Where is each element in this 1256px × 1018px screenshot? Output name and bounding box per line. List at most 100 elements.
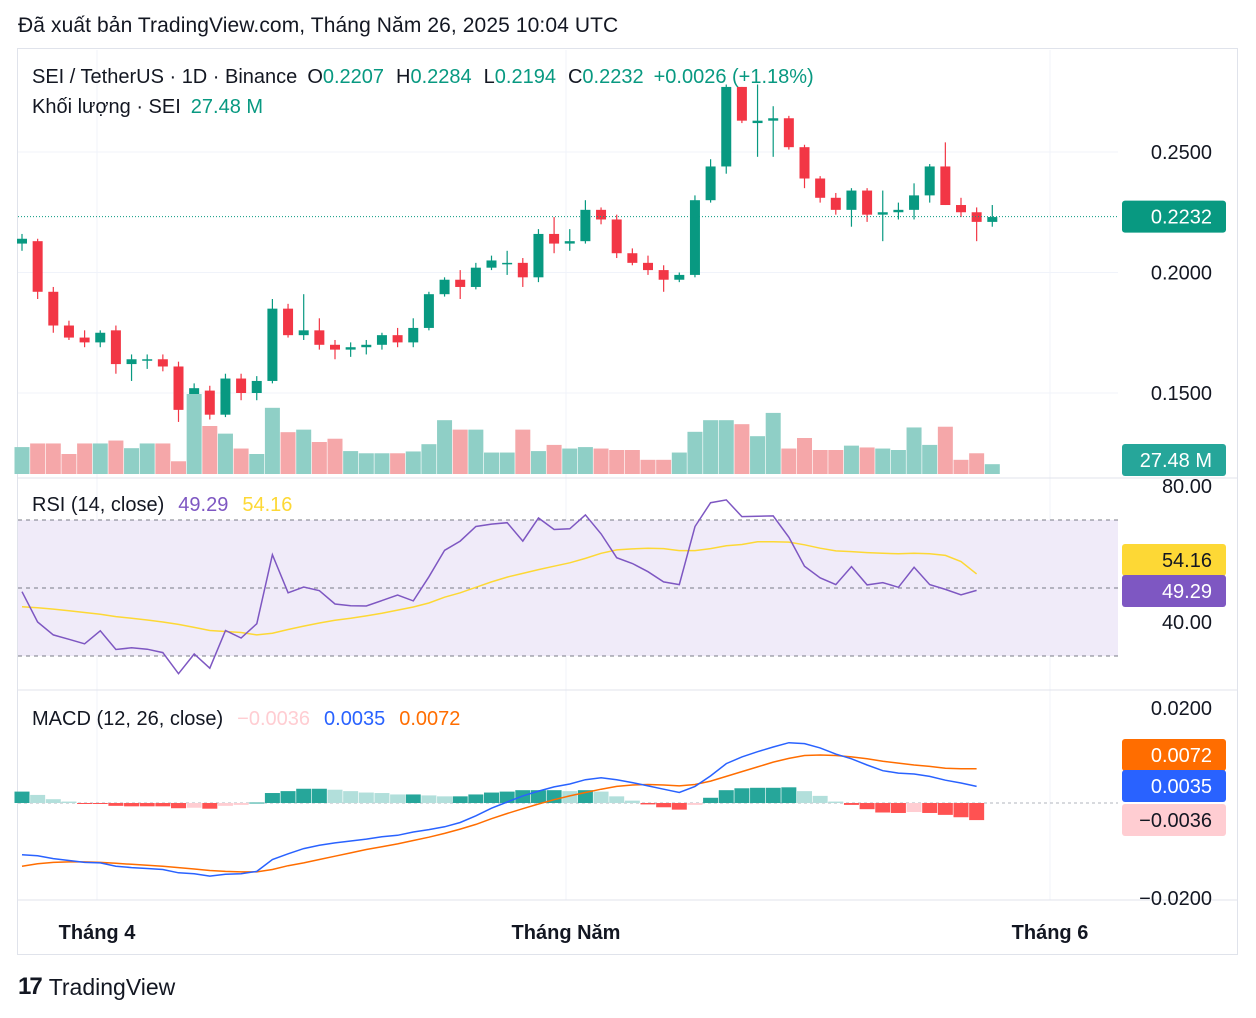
volume-bar <box>77 443 93 474</box>
open-label: O <box>307 66 323 88</box>
candle-body <box>17 238 27 244</box>
macd-histogram-bar <box>750 787 766 803</box>
volume-bar <box>30 443 46 474</box>
candle-body <box>220 378 231 415</box>
macd-histogram-bar <box>374 793 390 803</box>
candle-body <box>643 262 653 271</box>
volume-bar <box>781 448 797 474</box>
last-price-text: 0.2232 <box>1151 207 1212 229</box>
macd-histogram-bar <box>937 803 953 815</box>
macd-label[interactable]: MACD (12, 26, close) <box>32 708 224 730</box>
volume-bar <box>45 443 61 474</box>
macd-histogram-bar <box>217 803 233 806</box>
volume-bar <box>499 452 515 474</box>
volume-label[interactable]: Khối lượng · SEI <box>32 96 181 118</box>
volume-bar <box>390 453 406 474</box>
volume-bar <box>656 459 672 474</box>
volume-bar <box>703 420 719 474</box>
volume-bar <box>437 420 453 474</box>
price-tick-label: 0.2000 <box>1151 263 1212 285</box>
volume-bar <box>186 394 202 474</box>
rsi-ma-badge <box>1122 544 1226 576</box>
high-value: 0.2284 <box>410 66 472 88</box>
symbol-name[interactable]: SEI / TetherUS · 1D · Binance <box>32 66 298 88</box>
tradingview-logo[interactable]: 17 TradingView <box>18 973 175 1001</box>
volume-bar <box>202 426 218 474</box>
macd-histogram-bar <box>781 787 797 803</box>
macd-histogram-bar <box>734 788 750 803</box>
volume-bar <box>217 433 233 474</box>
candle-body <box>611 219 622 254</box>
macd-histogram-bar <box>546 790 562 803</box>
volume-bar <box>139 443 155 474</box>
candle-body <box>48 291 59 326</box>
price-tick-label: 0.1500 <box>1151 383 1212 405</box>
macd-histogram-bar <box>390 794 406 803</box>
candle-body <box>267 308 278 381</box>
macd-signal-line <box>21 754 977 873</box>
candle-body <box>95 332 106 343</box>
volume-bar <box>61 454 77 474</box>
rsi-pane <box>18 499 1118 675</box>
macd-histogram-bar <box>703 797 719 803</box>
volume-bar <box>969 453 985 474</box>
candle-body <box>517 262 528 278</box>
low-label: L <box>483 66 495 88</box>
volume-bar <box>843 445 859 474</box>
candle-body <box>204 390 215 415</box>
macd-tick-label: −0.0200 <box>1139 888 1212 910</box>
macd-histogram-bar <box>671 803 687 810</box>
volume-bar <box>859 447 875 474</box>
candle-body <box>596 209 607 220</box>
x-tick-label: Tháng 6 <box>1012 922 1089 944</box>
macd-histogram-bar <box>264 793 280 803</box>
macd-histogram-bar <box>624 800 640 803</box>
volume-bar <box>546 444 562 474</box>
macd-histogram-bar <box>280 791 296 803</box>
macd-line <box>21 741 977 877</box>
volume-bar <box>671 452 687 474</box>
candle-body <box>940 166 951 206</box>
rsi-text: 49.29 <box>1162 581 1212 603</box>
volume-bar <box>92 443 108 474</box>
macd-histogram-bar <box>311 788 327 803</box>
candle-body <box>549 233 560 244</box>
x-tick-label: Tháng Năm <box>512 922 621 944</box>
macd-histogram-bar <box>499 791 515 803</box>
rsi-band-background <box>18 520 1118 656</box>
macd-histogram-bar <box>906 803 922 813</box>
macd-histogram-bar <box>797 791 812 803</box>
volume-bar <box>233 448 249 474</box>
volume-bar <box>984 464 1000 474</box>
macd-histogram-bar <box>843 803 859 805</box>
candle-body <box>736 86 747 121</box>
macd-histogram-bar <box>186 803 202 808</box>
macd-histogram-bar <box>327 789 343 803</box>
volume-bar <box>562 448 578 474</box>
published-header: Đã xuất bản TradingView.com, Tháng Năm 2… <box>18 14 619 37</box>
candle-body <box>392 335 403 343</box>
macd-histogram-bar <box>875 803 891 813</box>
candle-body <box>846 190 857 210</box>
macd-histogram-bar <box>640 803 656 805</box>
rsi-ma-value: 54.16 <box>242 494 293 516</box>
volume-bar <box>171 461 186 474</box>
candle-body <box>768 118 779 121</box>
volume-bar <box>311 442 327 474</box>
price-tick-label: 0.2500 <box>1151 142 1212 164</box>
open-value: 0.2207 <box>322 66 385 88</box>
rsi-tick-label: 40.00 <box>1162 612 1212 634</box>
candle-body <box>627 253 638 263</box>
symbol-legend: SEI / TetherUS · 1D · Binance O0.2207 H0.2… <box>32 66 820 89</box>
macd-histogram-bar <box>14 791 30 803</box>
candle-body <box>862 190 873 215</box>
volume-bar <box>296 429 312 474</box>
macd-histogram-bar <box>296 788 312 803</box>
rsi-label[interactable]: RSI (14, close) <box>32 494 165 516</box>
candle-body <box>909 195 920 210</box>
last-price-badge <box>1122 200 1226 233</box>
macd-histogram-bar <box>202 803 218 809</box>
volume-bars <box>14 394 1000 474</box>
macd-histogram-bar <box>656 803 672 808</box>
